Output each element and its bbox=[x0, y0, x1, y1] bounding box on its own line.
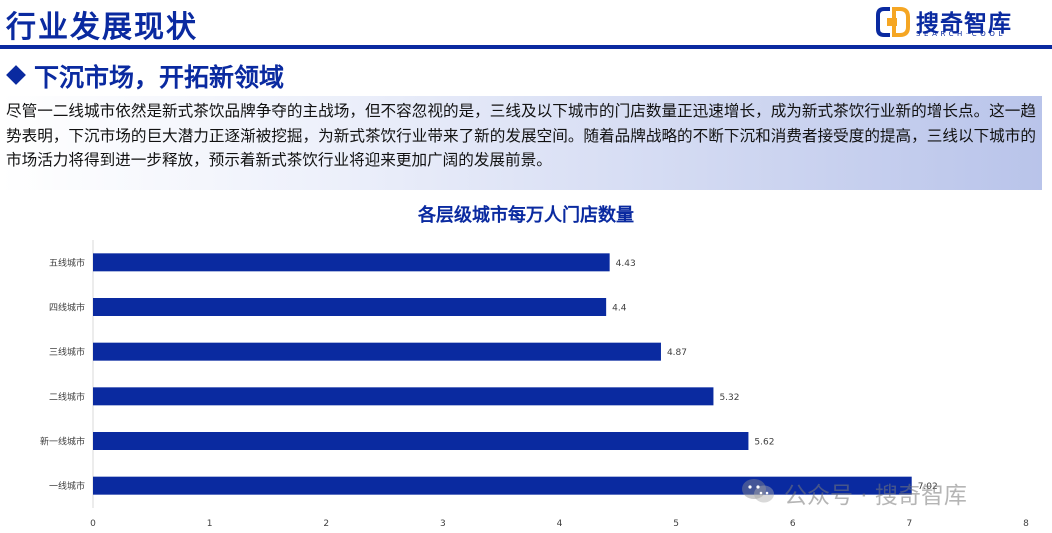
brand-logo: 搜奇智库 SEARCH·COOL bbox=[876, 4, 1036, 44]
watermark-text: 公众号 · 搜奇智库 bbox=[784, 483, 967, 509]
x-tick-label: 5 bbox=[673, 519, 679, 529]
data-label: 7.02 bbox=[918, 482, 938, 492]
x-tick-label: 2 bbox=[323, 519, 329, 529]
bar bbox=[93, 432, 749, 450]
data-label: 4.87 bbox=[667, 348, 687, 358]
category-label: 三线城市 bbox=[49, 346, 85, 358]
bar bbox=[93, 342, 661, 361]
data-label: 4.4 bbox=[612, 304, 627, 314]
category-label: 五线城市 bbox=[49, 257, 85, 269]
x-tick-label: 1 bbox=[207, 519, 213, 529]
category-label: 一线城市 bbox=[49, 480, 85, 492]
logo-name: 搜奇智库 bbox=[916, 11, 1012, 37]
intro-box: 尽管一二线城市依然是新式茶饮品牌争夺的主战场，但不容忽视的是，三线及以下城市的门… bbox=[0, 96, 1042, 190]
page-title: 行业发展现状 bbox=[6, 10, 198, 45]
bar bbox=[93, 298, 607, 316]
x-tick-label: 0 bbox=[90, 519, 96, 529]
cd-logo-icon bbox=[876, 7, 910, 37]
x-tick-label: 6 bbox=[790, 519, 796, 529]
logo-subtitle: SEARCH·COOL bbox=[916, 30, 1006, 38]
watermark: 公众号 · 搜奇智库 bbox=[740, 474, 1040, 510]
chart-title: 各层级城市每万人门店数量 bbox=[418, 205, 634, 226]
section-heading-text: 下沉市场，开拓新领域 bbox=[34, 63, 285, 92]
data-label: 5.32 bbox=[719, 393, 739, 403]
diamond-icon bbox=[6, 65, 26, 85]
wechat-icon bbox=[742, 479, 774, 503]
bar bbox=[93, 476, 912, 495]
category-label: 四线城市 bbox=[49, 302, 85, 314]
category-label: 二线城市 bbox=[49, 391, 85, 403]
bar bbox=[93, 253, 610, 272]
title-underline bbox=[0, 45, 1052, 49]
intro-paragraph: 尽管一二线城市依然是新式茶饮品牌争夺的主战场，但不容忽视的是，三线及以下城市的门… bbox=[6, 102, 1036, 169]
bar bbox=[93, 387, 714, 406]
x-tick-label: 7 bbox=[907, 519, 913, 529]
bar-chart: 五线城市 4.43 四线城市 4.4 三线城市 4.87 二线城市 5.32 新一线城市 5.62… bbox=[40, 240, 1029, 529]
x-tick-label: 4 bbox=[557, 519, 563, 529]
data-label: 5.62 bbox=[754, 438, 774, 448]
category-label: 新一线城市 bbox=[40, 436, 85, 448]
data-label: 4.43 bbox=[616, 259, 636, 269]
x-tick-label: 3 bbox=[440, 519, 446, 529]
x-tick-label: 8 bbox=[1023, 519, 1029, 529]
